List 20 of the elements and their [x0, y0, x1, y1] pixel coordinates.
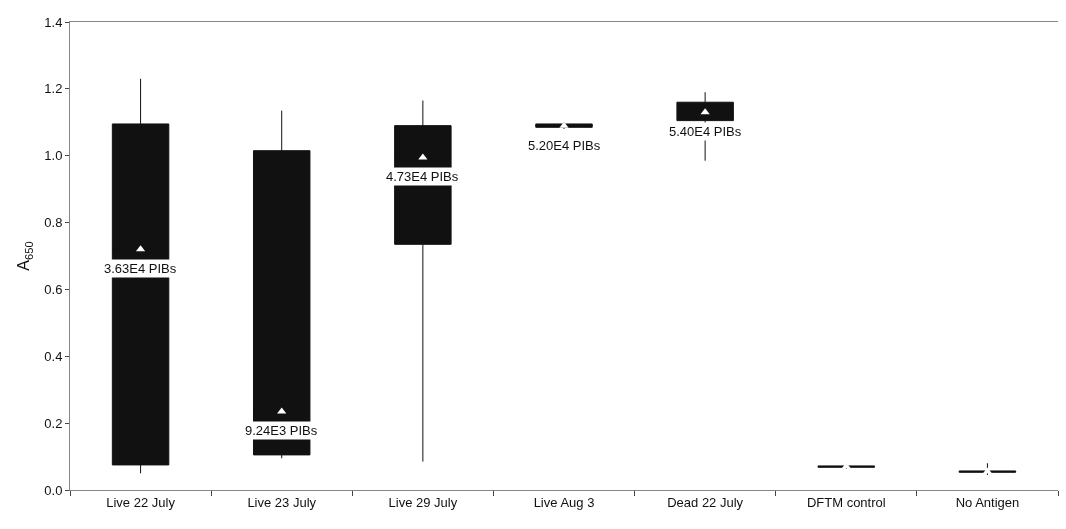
annotation: 5.20E4 PIBs — [528, 138, 601, 153]
y-tick-label: 0.8 — [44, 215, 63, 231]
y-tick-label: 1.4 — [44, 14, 63, 30]
x-tick-label: Live Aug 3 — [533, 494, 595, 510]
annotation: 4.73E4 PIBs — [386, 169, 459, 184]
y-tick-label: 1.2 — [44, 81, 63, 97]
annotation: 3.63E4 PIBs — [104, 261, 177, 276]
y-tick-label: 0.2 — [44, 415, 63, 431]
annotation: 9.24E3 PIBs — [245, 423, 318, 438]
y-tick-label: 0.0 — [44, 482, 63, 498]
x-tick-label: Live 23 July — [247, 494, 317, 510]
y-tick-label: 0.6 — [44, 281, 63, 297]
y-tick-label: 1.0 — [44, 148, 63, 164]
x-tick-label: DFTM control — [806, 494, 886, 510]
x-tick-label: Dead 22 July — [667, 494, 744, 510]
annotation: 5.40E4 PIBs — [669, 124, 742, 139]
x-tick-label: Live 22 July — [106, 494, 176, 510]
x-tick-label: Live 29 July — [388, 494, 458, 510]
x-tick-label: No Antigen — [955, 494, 1020, 510]
y-tick-label: 0.4 — [44, 348, 63, 364]
